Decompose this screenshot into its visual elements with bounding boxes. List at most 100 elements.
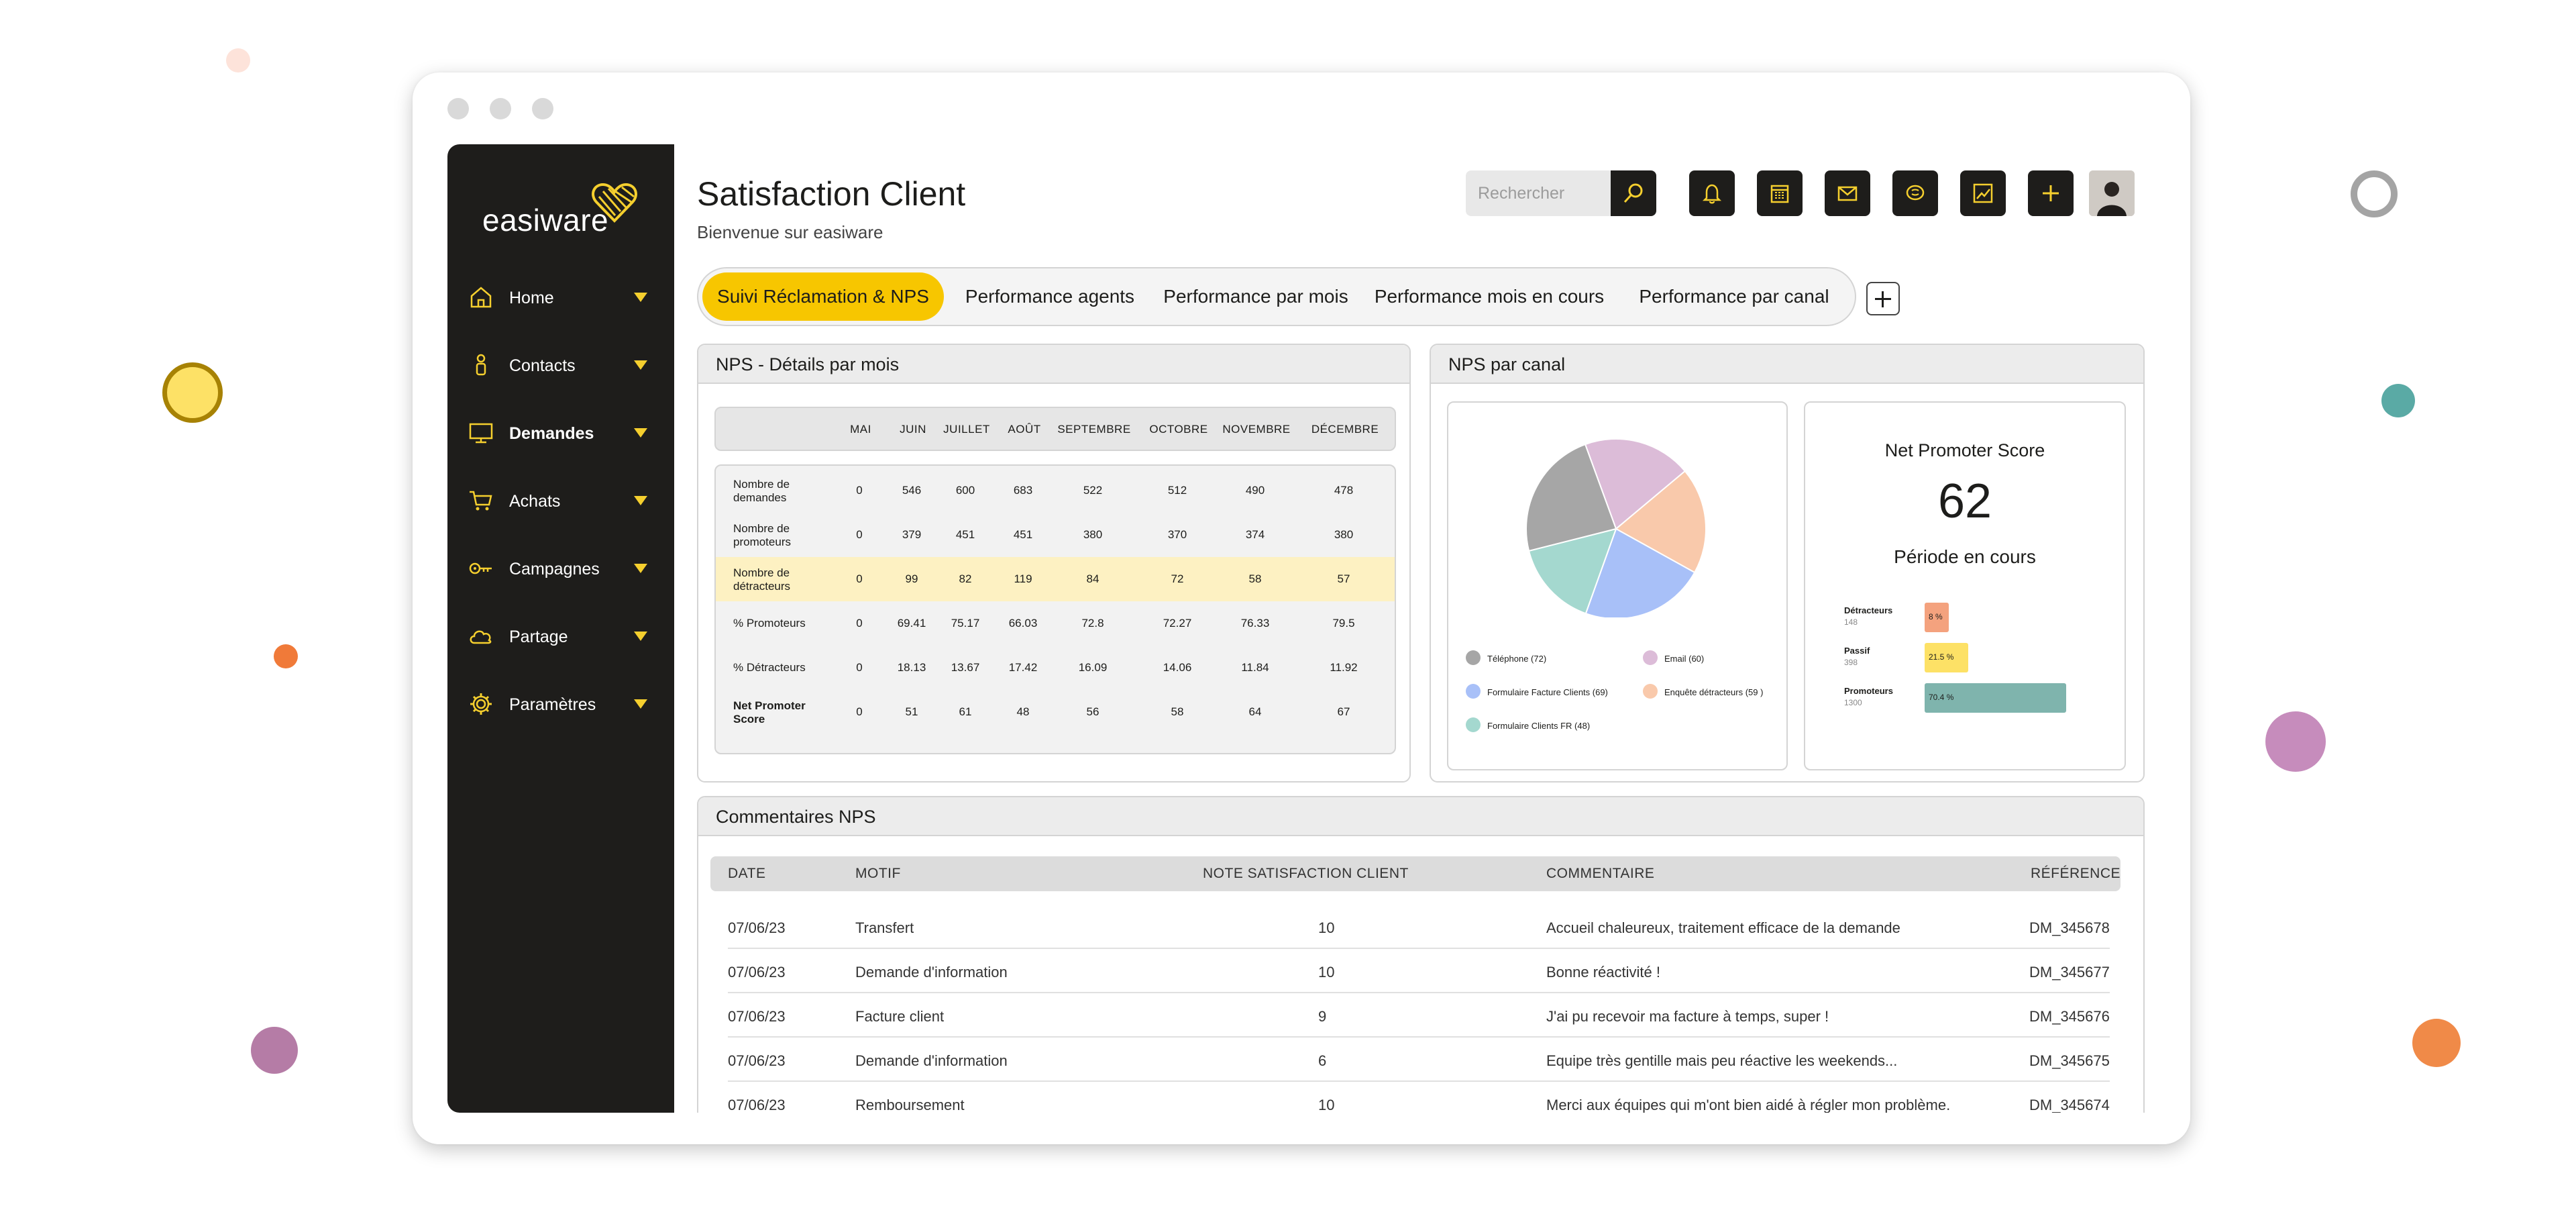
- home-icon: [470, 287, 492, 308]
- sidebar-item-label: Campagnes: [509, 560, 600, 578]
- table-cell: Demande d'information: [855, 964, 1008, 980]
- column-header[interactable]: RÉFÉRENCE: [2031, 866, 2121, 881]
- table-cell: 61: [959, 705, 972, 718]
- avatar-photo: [2089, 170, 2135, 216]
- table-cell: 10: [1318, 1097, 1335, 1113]
- sidebar-item-contacts[interactable]: Contacts: [447, 342, 674, 389]
- table-row[interactable]: 07/06/23 Demande d'information 10 Bonne réa…: [728, 948, 2110, 993]
- decor-circle-yellow: [162, 362, 223, 423]
- chevron-down-icon[interactable]: [634, 699, 647, 709]
- table-row[interactable]: 07/06/23 Demande d'information 6 Equipe trè…: [728, 1036, 2110, 1082]
- chevron-down-icon[interactable]: [634, 428, 647, 438]
- tab-performance-agents[interactable]: Performance agents: [965, 286, 1135, 307]
- window-control-dot[interactable]: [490, 98, 511, 119]
- sidebar-item-campagnes[interactable]: Campagnes: [447, 545, 674, 592]
- tab-performance-par-canal[interactable]: Performance par canal: [1639, 286, 1829, 307]
- table-cell: Demande d'information: [855, 1052, 1008, 1069]
- sidebar-item-label: Contacts: [509, 356, 576, 375]
- sidebar-item-label: Achats: [509, 492, 561, 511]
- user-avatar[interactable]: [2089, 170, 2135, 216]
- table-cell: 64: [1248, 705, 1262, 718]
- gear-icon: [470, 693, 492, 715]
- chat-icon: [1906, 185, 1925, 201]
- nps-score-value: 62: [1937, 474, 1992, 528]
- chevron-down-icon[interactable]: [634, 360, 647, 370]
- row-label: Nombre de demandes: [733, 478, 790, 504]
- pie-slice[interactable]: [1525, 443, 1617, 552]
- month-header: MAI: [850, 423, 871, 436]
- nps-score-title: Net Promoter Score: [1884, 440, 2045, 460]
- sidebar-item-achats[interactable]: Achats: [447, 477, 674, 524]
- tab-suivi-reclamation-nps[interactable]: Suivi Réclamation & NPS: [702, 272, 944, 321]
- pie-slice[interactable]: [1527, 527, 1617, 615]
- table-cell: Accueil chaleureux, traitement efficace …: [1546, 919, 1900, 936]
- tab-performance-par-mois[interactable]: Performance par mois: [1163, 286, 1348, 307]
- sidebar-item-partage[interactable]: Partage: [447, 613, 674, 660]
- decor-circle-mauve-left: [251, 1027, 298, 1074]
- bar-count: 1300: [1844, 698, 1862, 707]
- table-cell: 66.03: [1008, 617, 1038, 630]
- chevron-down-icon[interactable]: [634, 632, 647, 641]
- table-cell: 11.84: [1241, 661, 1269, 674]
- add-tab-button[interactable]: [1866, 282, 1900, 315]
- plus-icon: [2043, 185, 2059, 201]
- row-label: Net Promoter Score: [733, 699, 806, 725]
- table-row[interactable]: 07/06/23 Facture client 9 J'ai pu recevoir …: [728, 992, 2110, 1038]
- pie-slice[interactable]: [1585, 527, 1696, 617]
- pie-slice[interactable]: [1615, 470, 1707, 574]
- table-cell: 0: [856, 661, 863, 674]
- window-control-dot[interactable]: [447, 98, 469, 119]
- table-row: % Promoteurs 0 69.41 75.17 66.03 72.8 72.27 76.…: [716, 601, 1395, 646]
- table-row[interactable]: 07/06/23 Remboursement 10 Merci aux équipes…: [728, 1080, 2110, 1113]
- chart-icon: [1973, 183, 1993, 203]
- cart-icon: [470, 491, 492, 511]
- table-cell: 82: [959, 572, 972, 585]
- table-cell: 69.41: [897, 617, 926, 630]
- page-subtitle: Bienvenue sur easiware: [697, 222, 883, 242]
- table-cell: 17.42: [1008, 661, 1038, 674]
- notifications-button[interactable]: [1689, 170, 1735, 216]
- search-button[interactable]: [1611, 170, 1656, 216]
- sidebar: easiware Home Contacts Demandes Achats Campa…: [447, 144, 674, 1113]
- add-button[interactable]: [2028, 170, 2074, 216]
- table-cell: 600: [955, 484, 975, 497]
- table-cell: 0: [856, 705, 863, 718]
- table-cell: 58: [1248, 572, 1262, 585]
- legend-label: Enquête détracteurs (59 ): [1664, 687, 1764, 697]
- table-row[interactable]: 07/06/23 Transfert 10 Accueil chaleureux, t…: [728, 903, 2110, 949]
- chat-button[interactable]: [1892, 170, 1938, 216]
- column-header[interactable]: DATE: [728, 866, 766, 881]
- window-control-dot[interactable]: [532, 98, 553, 119]
- sidebar-item-home[interactable]: Home: [447, 274, 674, 321]
- bar-value: 8 %: [1929, 612, 1943, 621]
- pie-slice[interactable]: [1584, 438, 1686, 530]
- table-cell: 48: [1016, 705, 1030, 718]
- table-cell: 75.17: [951, 617, 980, 630]
- column-header[interactable]: COMMENTAIRE: [1546, 866, 1655, 881]
- calendar-button[interactable]: [1757, 170, 1803, 216]
- key-icon: [469, 562, 492, 574]
- table-row: Nombre de détracteurs 0 99 82 119 84 72 58 57: [716, 557, 1395, 601]
- column-header[interactable]: NOTE SATISFACTION CLIENT: [1203, 866, 1409, 881]
- table-cell: 79.5: [1332, 617, 1355, 630]
- column-header[interactable]: MOTIF: [855, 866, 901, 881]
- sidebar-item-parametres[interactable]: Paramètres: [447, 681, 674, 727]
- search-input[interactable]: Rechercher: [1466, 170, 1611, 216]
- panel-title: NPS par canal: [1448, 354, 1566, 374]
- decor-circle-orange-right: [2412, 1019, 2461, 1067]
- chevron-down-icon[interactable]: [634, 293, 647, 302]
- mail-icon: [1837, 186, 1858, 201]
- mail-button[interactable]: [1825, 170, 1870, 216]
- nps-comments-panel: Commentaires NPS DATE MOTIF NOTE SATISFACT…: [697, 796, 2145, 1113]
- monthly-table-body: Nombre de demandes 0 546 600 683 522 512 490 478…: [714, 464, 1396, 754]
- chevron-down-icon[interactable]: [634, 564, 647, 573]
- table-cell: 07/06/23: [728, 919, 786, 936]
- sidebar-item-demandes[interactable]: Demandes: [447, 409, 674, 456]
- panel-header: Commentaires NPS: [698, 797, 2143, 836]
- analytics-button[interactable]: [1960, 170, 2006, 216]
- table-cell: 13.67: [951, 661, 980, 674]
- chevron-down-icon[interactable]: [634, 496, 647, 505]
- tab-performance-mois-en-cours[interactable]: Performance mois en cours: [1374, 286, 1605, 307]
- tab-bar: Suivi Réclamation & NPS Performance agen…: [697, 267, 1856, 326]
- table-cell: 0: [856, 528, 863, 541]
